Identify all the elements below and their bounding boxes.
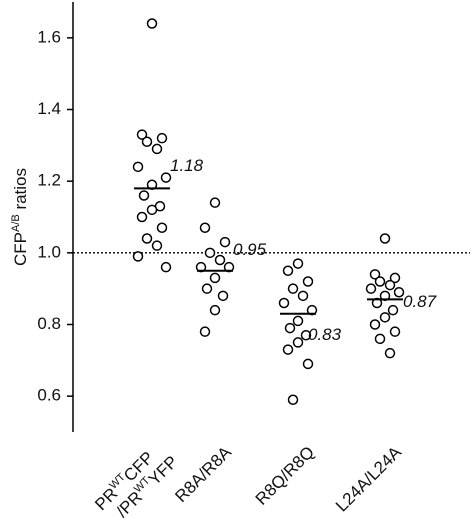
data-point bbox=[297, 290, 309, 302]
y-label-part: CFP bbox=[11, 232, 30, 266]
data-point bbox=[387, 304, 399, 316]
data-point bbox=[146, 18, 158, 29]
data-point bbox=[201, 283, 213, 294]
data-point bbox=[369, 319, 381, 330]
data-point bbox=[282, 265, 294, 276]
data-point bbox=[302, 358, 314, 370]
data-point bbox=[379, 233, 391, 244]
data-point bbox=[141, 233, 153, 244]
data-point bbox=[374, 333, 386, 345]
data-point bbox=[132, 251, 144, 262]
y-tick-label: 1.4 bbox=[37, 99, 61, 118]
data-point bbox=[199, 222, 211, 233]
data-point bbox=[156, 132, 168, 144]
data-point bbox=[136, 129, 148, 140]
data-point bbox=[300, 330, 312, 341]
data-point bbox=[292, 258, 304, 269]
mean-label: 0.87 bbox=[403, 292, 437, 311]
data-point bbox=[141, 136, 153, 147]
data-point bbox=[282, 344, 294, 355]
data-point bbox=[393, 287, 405, 298]
data-point bbox=[292, 315, 304, 327]
mean-label: 1.18 bbox=[170, 156, 204, 175]
data-point bbox=[302, 276, 314, 287]
y-label-part: A/B bbox=[10, 214, 22, 232]
data-point bbox=[132, 161, 144, 173]
data-point bbox=[138, 190, 150, 201]
x-tick-label: L24A/L24A bbox=[332, 442, 405, 515]
y-axis-label: CFPA/B ratios bbox=[10, 168, 31, 266]
data-point bbox=[384, 347, 396, 359]
y-tick-label: 1.0 bbox=[37, 242, 61, 261]
y-label-part: ratios bbox=[11, 168, 30, 214]
x-tick-label: R8A/R8A bbox=[171, 442, 235, 506]
data-point bbox=[136, 211, 148, 223]
data-point bbox=[365, 283, 377, 294]
data-point bbox=[209, 304, 221, 316]
data-point bbox=[209, 197, 221, 208]
data-point bbox=[151, 240, 163, 251]
data-point bbox=[292, 337, 304, 348]
data-point bbox=[217, 290, 229, 302]
data-point bbox=[219, 236, 231, 248]
data-point bbox=[214, 254, 226, 266]
data-point bbox=[389, 326, 401, 337]
data-point bbox=[146, 204, 158, 216]
data-point bbox=[160, 261, 172, 273]
data-point bbox=[199, 326, 211, 337]
y-tick-label: 0.6 bbox=[37, 386, 61, 405]
data-point bbox=[369, 269, 381, 280]
data-point bbox=[151, 143, 163, 155]
data-point bbox=[287, 283, 299, 294]
data-point bbox=[278, 297, 290, 309]
data-point bbox=[204, 247, 216, 259]
x-tick-label-group: R8A/R8A bbox=[171, 442, 235, 506]
data-point bbox=[284, 322, 296, 334]
x-tick-label: R8Q/R8Q bbox=[252, 443, 318, 509]
data-point bbox=[384, 279, 396, 291]
data-point bbox=[209, 272, 221, 284]
data-point bbox=[160, 172, 172, 183]
data-point bbox=[374, 276, 386, 287]
mean-label: 0.95 bbox=[233, 240, 267, 259]
data-point bbox=[379, 312, 391, 323]
y-tick-label: 0.8 bbox=[37, 314, 61, 333]
x-tick-label-group: PRWTCFP/PRWTYFP bbox=[92, 448, 182, 520]
data-point bbox=[389, 272, 401, 284]
mean-label: 0.83 bbox=[308, 325, 342, 344]
x-tick-label-group: R8Q/R8Q bbox=[252, 443, 318, 509]
data-point bbox=[156, 222, 168, 233]
y-tick-label: 1.2 bbox=[37, 171, 61, 190]
data-point bbox=[287, 394, 299, 405]
x-tick-label-group: L24A/L24A bbox=[332, 442, 405, 515]
y-tick-label: 1.6 bbox=[37, 27, 61, 46]
